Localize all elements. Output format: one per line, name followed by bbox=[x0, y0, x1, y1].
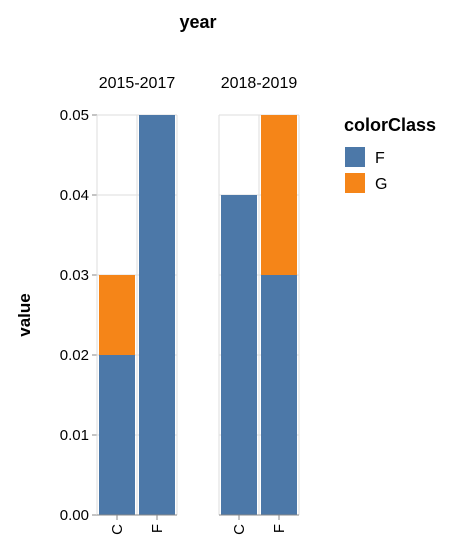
facet-label: 2018-2019 bbox=[221, 75, 298, 92]
x-tick-label: C bbox=[109, 524, 126, 535]
bar-F-G[interactable] bbox=[261, 115, 297, 275]
bar-F-F[interactable] bbox=[139, 115, 175, 515]
y-axis: 0.00 0.01 0.02 0.03 0.04 0.05 bbox=[60, 107, 98, 524]
facet-title: year bbox=[179, 12, 216, 32]
legend-label-F: F bbox=[375, 150, 385, 167]
y-tick-label: 0.03 bbox=[60, 267, 89, 284]
x-tick-label: C bbox=[231, 524, 248, 535]
facet-panels: 2015-2017 C F 2018-2019 C F bbox=[96, 75, 300, 535]
x-tick-label: F bbox=[271, 524, 288, 533]
facet-label: 2015-2017 bbox=[99, 75, 176, 92]
legend-swatch-G bbox=[345, 173, 365, 193]
y-tick-label: 0.05 bbox=[60, 107, 89, 124]
y-tick-label: 0.02 bbox=[60, 347, 89, 364]
y-tick-label: 0.04 bbox=[60, 187, 89, 204]
y-tick-label: 0.00 bbox=[60, 507, 89, 524]
legend-title: colorClass bbox=[344, 115, 436, 135]
legend: colorClass FG bbox=[344, 115, 436, 193]
legend-label-G: G bbox=[375, 176, 387, 193]
y-axis-title: value bbox=[15, 293, 34, 336]
x-tick-label: F bbox=[149, 524, 166, 533]
legend-swatch-F bbox=[345, 147, 365, 167]
facet-panel: 2018-2019 C F bbox=[218, 75, 300, 535]
bar-C-F[interactable] bbox=[221, 195, 257, 515]
bar-C-G[interactable] bbox=[99, 275, 135, 355]
facet-panel: 2015-2017 C F bbox=[96, 75, 178, 535]
bar-C-F[interactable] bbox=[99, 355, 135, 515]
y-tick-label: 0.01 bbox=[60, 427, 89, 444]
bar-F-F[interactable] bbox=[261, 275, 297, 515]
